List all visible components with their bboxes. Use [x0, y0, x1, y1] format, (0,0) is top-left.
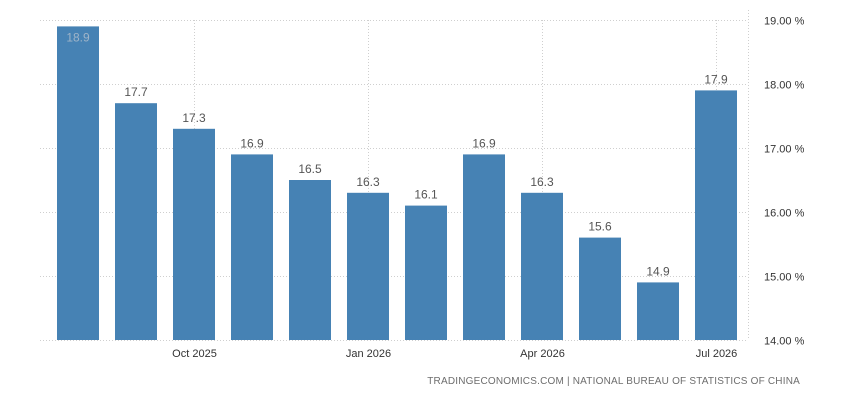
bar	[695, 90, 737, 341]
x-tick-label: Oct 2025	[172, 348, 217, 360]
x-tick-label: Jul 2026	[696, 348, 738, 360]
bars	[57, 26, 737, 341]
data-label: 16.3	[356, 175, 380, 189]
data-label: 17.7	[124, 85, 148, 99]
data-label: 16.9	[240, 136, 264, 150]
x-tick-label: Jan 2026	[346, 348, 391, 360]
data-label: 16.1	[414, 188, 438, 202]
bar	[521, 192, 563, 340]
bar	[173, 128, 215, 340]
bar	[231, 154, 273, 340]
bar	[347, 192, 389, 340]
data-label: 18.9	[66, 30, 90, 44]
bar	[579, 237, 621, 340]
bar	[115, 103, 157, 340]
data-label: 17.9	[704, 72, 728, 86]
data-label: 16.9	[472, 136, 496, 150]
bar	[637, 282, 679, 340]
y-tick-label: 17.00 %	[764, 144, 805, 156]
source-attribution: TRADINGECONOMICS.COM | NATIONAL BUREAU O…	[427, 376, 800, 387]
data-label: 16.5	[298, 162, 322, 176]
data-label: 17.3	[182, 111, 206, 125]
y-tick-label: 14.00 %	[764, 336, 805, 348]
bar	[463, 154, 505, 340]
data-label: 14.9	[646, 264, 670, 278]
data-labels: 18.9 17.7 17.3 16.9 16.5 16.3 16.1 16.9 16.3 15.6…	[66, 30, 728, 278]
y-tick-label: 16.00 %	[764, 208, 805, 220]
x-tick-label: Apr 2026	[520, 348, 565, 360]
x-axis-ticks: Oct 2025 Jan 2026 Apr 2026 Jul 2026	[172, 348, 737, 360]
y-axis-ticks: 14.00 % 15.00 % 16.00 % 17.00 % 18.00 % 19.00…	[764, 16, 805, 348]
y-tick-label: 15.00 %	[764, 272, 805, 284]
data-label: 15.6	[588, 220, 612, 234]
y-tick-label: 19.00 %	[764, 16, 805, 28]
data-label: 16.3	[530, 175, 554, 189]
bar	[405, 205, 447, 340]
y-tick-label: 18.00 %	[764, 80, 805, 92]
bar	[289, 180, 331, 340]
bar	[57, 26, 99, 341]
